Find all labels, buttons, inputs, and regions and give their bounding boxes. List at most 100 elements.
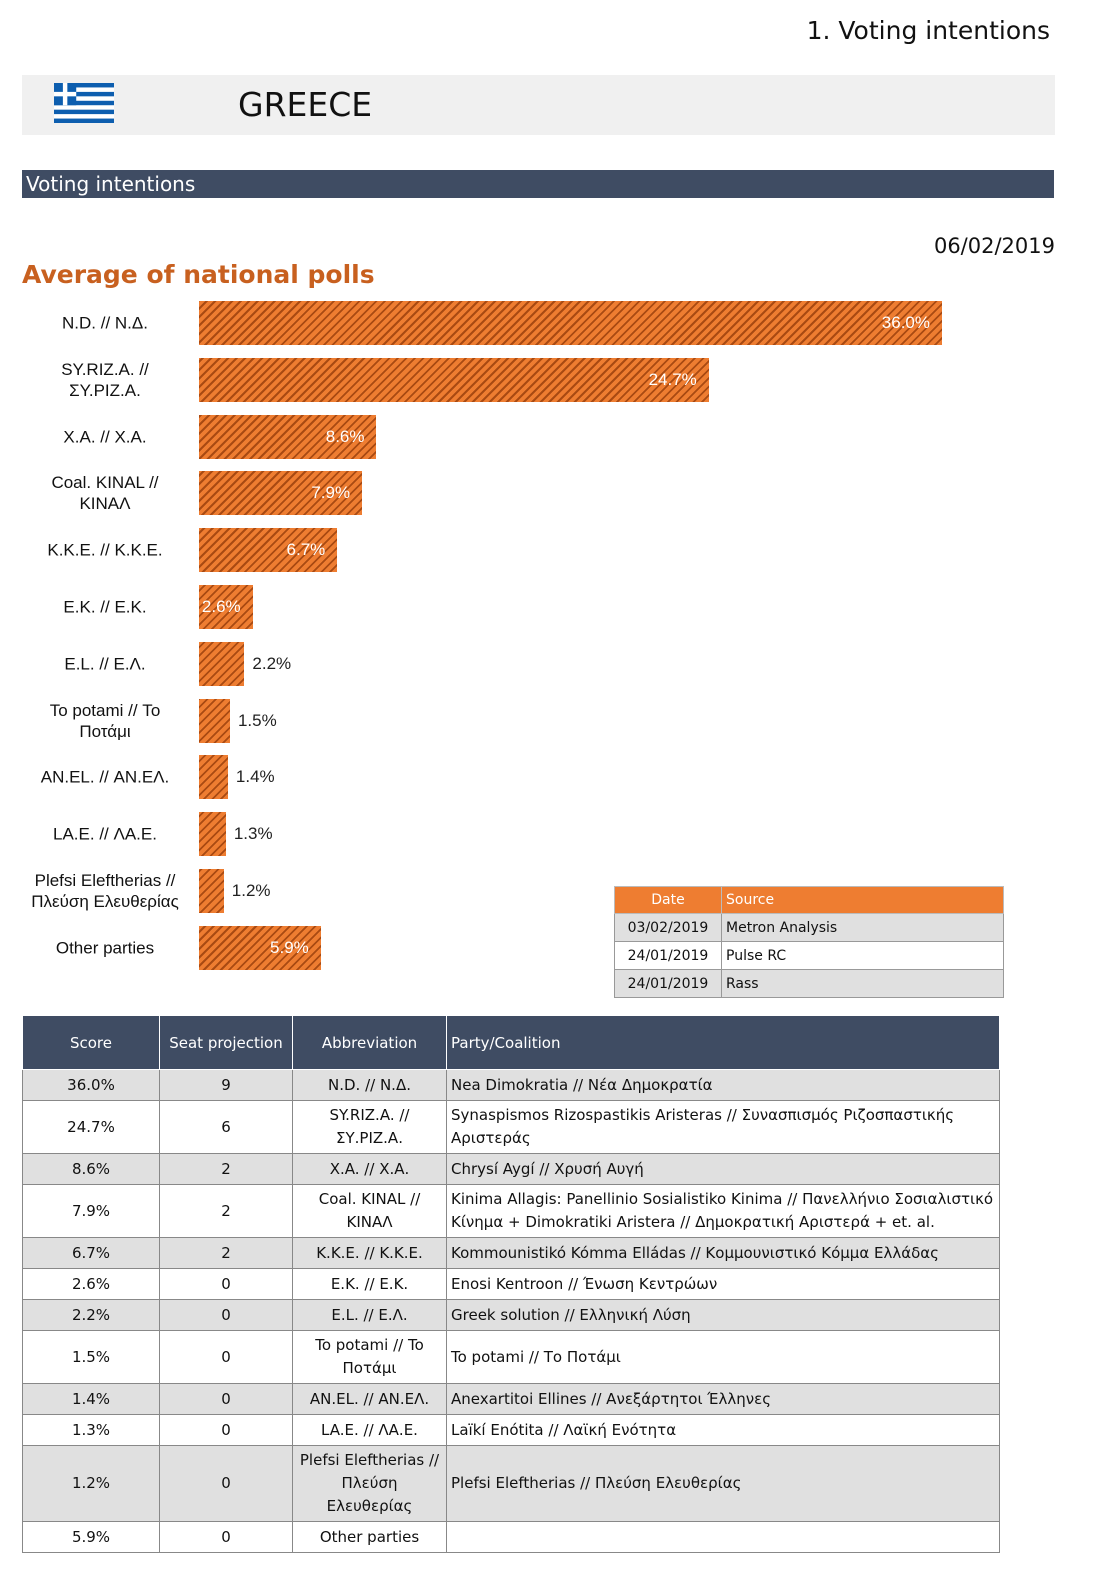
table-cell: 1.4% <box>22 1383 160 1415</box>
table-row: 1.4% 0 AN.EL. // ΑΝ.ΕΛ. Anexartitoi Ellines… <box>22 1383 1000 1415</box>
flag <box>54 83 114 123</box>
table-cell: 1.2% <box>22 1445 160 1522</box>
table-cell: 8.6% <box>22 1153 160 1185</box>
country-name: GREECE <box>238 85 373 124</box>
table-row: 5.9% 0 Other parties <box>22 1521 1000 1553</box>
table-cell: Anexartitoi Ellines // Ανεξάρτητοι Έλλην… <box>446 1383 1000 1415</box>
table-row: 1.2% 0 Plefsi Eleftherias // Πλεύση Ελευθε… <box>22 1445 1000 1522</box>
table-row: 36.0% 9 N.D. // Ν.Δ. Nea Dimokratia // Νέα … <box>22 1069 1000 1101</box>
table-cell: To potami // To Ποτάμι <box>292 1330 447 1384</box>
bar <box>199 869 224 913</box>
data-label: 5.9% <box>270 937 309 957</box>
column-header: Abbreviation <box>292 1015 447 1070</box>
table-cell: 6.7% <box>22 1237 160 1269</box>
table-cell: 0 <box>159 1299 293 1331</box>
section-bar: Voting intentions <box>22 170 1054 198</box>
table-cell: Pulse RC <box>721 941 1004 970</box>
table-cell: Nea Dimokratia // Νέα Δημοκρατία <box>446 1069 1000 1101</box>
bar <box>199 698 230 743</box>
table-cell: E.L. // Ε.Λ. <box>292 1299 447 1331</box>
table-cell <box>446 1521 1000 1553</box>
table-cell: LA.E. // ΛΑ.Ε. <box>292 1414 447 1446</box>
header-row: Score Seat projection Abbreviation Party/Co… <box>22 1015 1000 1070</box>
y-tick-label: Coal. KINAL // ΚΙΝΑΛ <box>51 473 159 514</box>
table-cell: 0 <box>159 1445 293 1522</box>
chart: N.D. // Ν.Δ. 36.0% SY.RIZ.A. // ΣΥ.ΡΙΖ.Α. 2… <box>31 301 942 970</box>
column-header: Date <box>614 886 722 914</box>
table-cell: To potami // Το Ποτάμι <box>446 1330 1000 1384</box>
table-cell: 24.7% <box>22 1100 160 1154</box>
table-cell: 36.0% <box>22 1069 160 1101</box>
bar <box>199 925 321 970</box>
y-tick-label: E.L. // Ε.Λ. <box>64 654 146 674</box>
table-cell: 9 <box>159 1069 293 1101</box>
table-cell: 1.5% <box>22 1330 160 1384</box>
table-cell: 2 <box>159 1237 293 1269</box>
table-cell: 1.3% <box>22 1414 160 1446</box>
y-tick-label: To potami // Το Ποτάμι <box>49 700 161 741</box>
country-band: GREECE <box>22 75 1055 135</box>
table-cell: 6 <box>159 1100 293 1154</box>
column-header: Seat projection <box>159 1015 293 1070</box>
bar <box>199 301 942 345</box>
section-title: Voting intentions <box>26 172 196 196</box>
table-row: 1.3% 0 LA.E. // ΛΑ.Ε. Laïkí Enótita // Λαϊκ… <box>22 1414 1000 1446</box>
data-label: 1.3% <box>233 824 273 844</box>
table-cell: 7.9% <box>22 1184 160 1238</box>
table-cell: Plefsi Eleftherias // Πλεύση Ελευθερίας <box>446 1445 1000 1522</box>
table-row: 6.7% 2 K.K.E. // Κ.Κ.Ε. Kommounistikó Kómma… <box>22 1237 1000 1269</box>
table-cell: Metron Analysis <box>721 913 1004 942</box>
table-cell: 5.9% <box>22 1521 160 1553</box>
bar <box>199 414 377 459</box>
table-cell: 0 <box>159 1414 293 1446</box>
table-cell: E.K. // Ε.Κ. <box>292 1268 447 1300</box>
data-label: 7.9% <box>311 483 351 503</box>
table-row: 24.7% 6 SY.RIZ.A. // ΣΥ.ΡΙΖ.Α. Synaspismos … <box>22 1100 1000 1154</box>
data-label: 36.0% <box>881 313 930 332</box>
bar <box>199 528 338 573</box>
data-label: 2.6% <box>201 597 241 616</box>
page-title: 1. Voting intentions <box>806 16 1050 45</box>
table-cell: 2.6% <box>22 1268 160 1300</box>
y-tick-label: SY.RIZ.A. // ΣΥ.ΡΙΖ.Α. <box>61 359 149 400</box>
table-row: 8.6% 2 X.A. // Χ.Α. Chrysí Aygí // Χρυσή Αυ… <box>22 1153 1000 1185</box>
table-cell: Kommounistikó Kómma Elládas // Κομμουνισ… <box>446 1237 1000 1269</box>
y-tick-label: AN.EL. // ΑΝ.ΕΛ. <box>40 767 170 787</box>
table-row: 24/01/2019 Pulse RC <box>614 941 1004 970</box>
y-tick-label: E.K. // Ε.Κ. <box>63 597 147 617</box>
data-label: 1.2% <box>231 881 271 900</box>
table-cell: 24/01/2019 <box>614 969 722 998</box>
table-cell: 03/02/2019 <box>614 913 722 942</box>
table-cell: X.A. // Χ.Α. <box>292 1153 447 1185</box>
table-cell: 2 <box>159 1184 293 1238</box>
table-cell: Kinima Allagis: Panellinio Sosialistiko … <box>446 1184 1000 1238</box>
table-cell: Greek solution // Ελληνική Λύση <box>446 1299 1000 1331</box>
y-tick-label: LA.E. // ΛΑ.Ε. <box>53 824 157 844</box>
results-table: Score Seat projection Abbreviation Party/Co… <box>22 1015 1000 1553</box>
table-cell: 0 <box>159 1268 293 1300</box>
table-cell: Rass <box>721 969 1004 998</box>
chart-title: Average of national polls <box>22 260 375 289</box>
bar <box>199 471 363 516</box>
table-cell: 24/01/2019 <box>614 941 722 970</box>
y-tick-label: Plefsi Eleftherias // Πλεύση Ελευθερίας <box>31 871 179 911</box>
y-tick-label: X.A. // Χ.Α. <box>63 427 147 447</box>
table-cell: Enosi Kentroon // Ένωση Κεντρώων <box>446 1268 1000 1300</box>
date: 06/02/2019 <box>933 234 1055 258</box>
table-cell: 0 <box>159 1383 293 1415</box>
y-tick-label: Other parties <box>55 938 155 958</box>
table-cell: N.D. // Ν.Δ. <box>292 1069 447 1101</box>
table-cell: 0 <box>159 1521 293 1553</box>
table-cell: Laïkí Enótita // Λαϊκή Ενότητα <box>446 1414 1000 1446</box>
table-row: 7.9% 2 Coal. KINAL // ΚΙΝΑΛ Kinima Allagis:… <box>22 1184 1000 1238</box>
table-cell: 0 <box>159 1330 293 1384</box>
bar <box>199 585 253 629</box>
table-cell: Other parties <box>292 1521 447 1553</box>
bar <box>199 357 709 402</box>
table-row: 2.2% 0 E.L. // Ε.Λ. Greek solution // Ελλην… <box>22 1299 1000 1331</box>
data-label: 24.7% <box>648 369 697 389</box>
table-cell: SY.RIZ.A. // ΣΥ.ΡΙΖ.Α. <box>292 1100 447 1154</box>
data-label: 6.7% <box>286 540 326 560</box>
table-cell: 2 <box>159 1153 293 1185</box>
bar <box>199 755 228 800</box>
